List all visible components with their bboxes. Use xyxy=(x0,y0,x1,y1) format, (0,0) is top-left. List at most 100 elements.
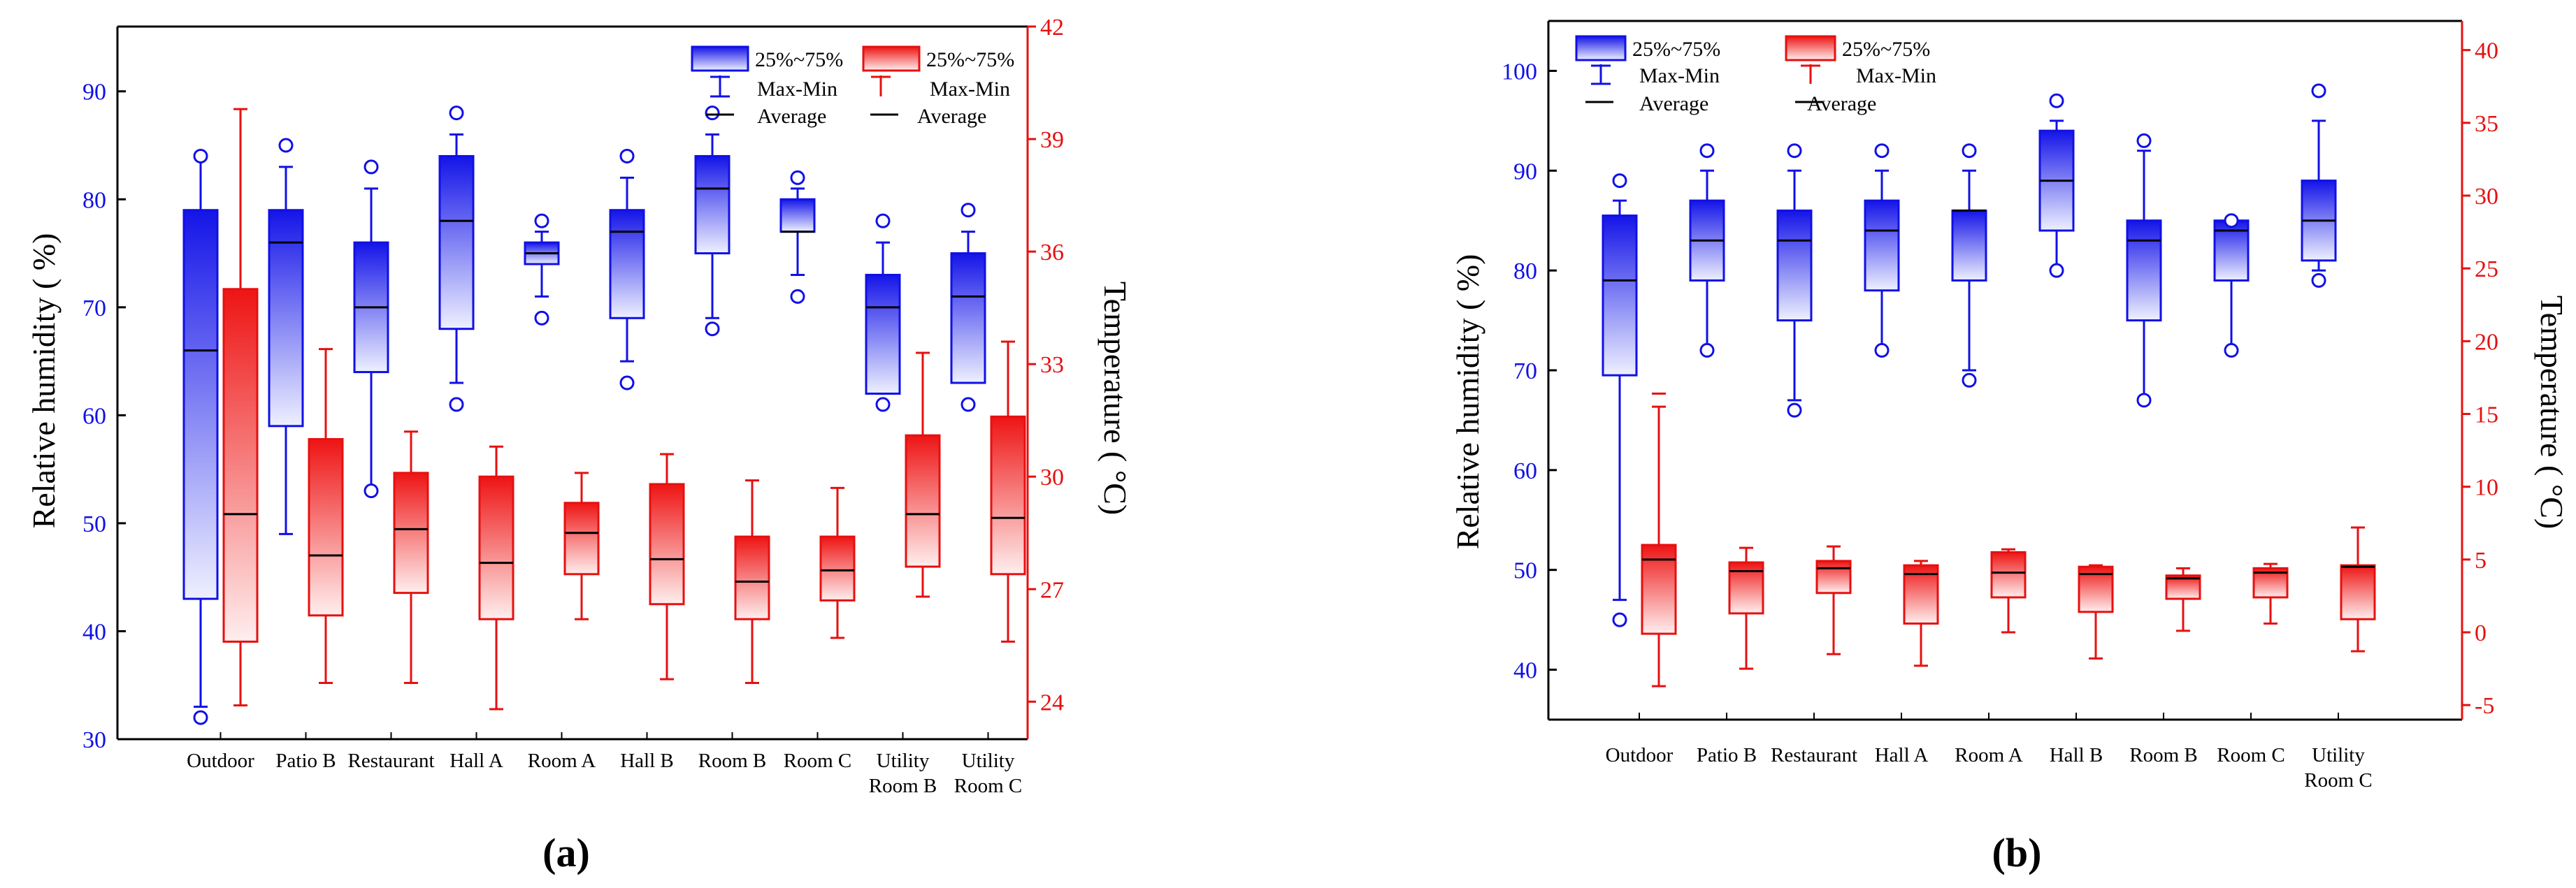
temperature-box xyxy=(1990,551,2027,599)
x-tick-label: Room B xyxy=(869,775,937,797)
humidity-box xyxy=(1951,209,1987,282)
humidity-outlier xyxy=(278,138,294,153)
humidity-outlier xyxy=(960,203,976,218)
x-tick-label: Utility xyxy=(962,750,1015,772)
legend-b-humidity-average-label: Average xyxy=(1639,92,1708,115)
humidity-outlier xyxy=(193,148,208,163)
y2-tick-label: 35 xyxy=(2475,111,2498,137)
x-tick-label: Outdoor xyxy=(1606,744,1674,766)
legend-b-humidity-whisker xyxy=(1591,64,1611,85)
legend-humidity-box-label: 25%~75% xyxy=(755,48,843,71)
humidity-outlier xyxy=(2136,133,2152,148)
legend-b-humidity-whisker-label: Max-Min xyxy=(1639,64,1720,87)
legend-b-humidity-box-label: 25%~75% xyxy=(1632,38,1720,61)
y2-tick-label: 33 xyxy=(1040,352,1064,378)
y2-tick-label: 0 xyxy=(2475,620,2487,646)
legend-humidity-whisker xyxy=(710,75,730,98)
temperature-box xyxy=(734,535,770,620)
panel-b: 40 50 60 70 80 90 100 -5 0 5 10 15 20 25 30 35 40 Outdoor… xyxy=(1450,20,2570,875)
temperature-box xyxy=(905,434,941,568)
legend-b-temperature-whisker-label: Max-Min xyxy=(1856,64,1936,87)
y2-tick-label: 30 xyxy=(1040,465,1064,490)
x-tick-label: Room C xyxy=(2304,769,2373,792)
y-tick-label: 90 xyxy=(82,80,106,105)
legend-humidity-whisker-label: Max-Min xyxy=(757,78,837,101)
x-tick-label: Room C xyxy=(784,750,852,772)
humidity-outlier xyxy=(1612,612,1627,627)
humidity-outlier xyxy=(875,397,891,412)
y-tick-label: 40 xyxy=(82,619,106,645)
temperature-box xyxy=(1815,560,1852,595)
x-tick-label: Room A xyxy=(1955,744,2023,766)
legend-temperature-box xyxy=(862,45,921,72)
x-tick-label: Patio B xyxy=(1697,744,1757,766)
humidity-outlier xyxy=(619,148,635,163)
humidity-box xyxy=(865,273,901,395)
y-tick-label: 100 xyxy=(1502,59,1537,85)
humidity-box xyxy=(1602,214,1638,377)
humidity-outlier xyxy=(1962,143,1977,159)
humidity-outlier xyxy=(2224,342,2239,358)
panel-b-y2label: Temperature ( °C) xyxy=(2534,296,2570,529)
y2-tick-label: -5 xyxy=(2475,693,2494,719)
panel-a-ylabel: Relative humidity ( %) xyxy=(26,233,62,529)
y2-tick-label: 40 xyxy=(2475,38,2498,64)
humidity-outlier xyxy=(2049,263,2064,278)
temperature-box xyxy=(1641,544,1677,635)
temperature-box xyxy=(819,535,856,602)
temperature-box xyxy=(478,475,515,620)
humidity-outlier xyxy=(2136,393,2152,408)
humidity-box xyxy=(438,154,475,330)
y2-tick-label: 15 xyxy=(2475,402,2498,428)
x-tick-label: Room B xyxy=(698,750,767,772)
panel-b-label: (b) xyxy=(1992,830,2042,875)
x-tick-label: Room B xyxy=(2129,744,2198,766)
legend-humidity-box xyxy=(691,45,749,72)
humidity-outlier xyxy=(619,375,635,391)
humidity-box xyxy=(1776,209,1813,322)
legend-temperature-whisker-label: Max-Min xyxy=(930,78,1010,101)
panel-a-plot: 30 40 50 60 70 80 90 24 27 30 33 36 39 42 Outdoor Patio… xyxy=(82,15,1064,797)
humidity-outlier xyxy=(1699,342,1715,358)
y2-tick-label: 39 xyxy=(1040,127,1064,153)
y-tick-label: 30 xyxy=(82,727,106,753)
humidity-box xyxy=(609,209,645,319)
y2-tick-label: 10 xyxy=(2475,475,2498,501)
x-tick-label: Hall A xyxy=(1875,744,1929,766)
humidity-outlier xyxy=(790,289,805,304)
panel-b-ylabel: Relative humidity ( %) xyxy=(1450,254,1485,550)
humidity-outlier xyxy=(1874,342,1890,358)
humidity-outlier xyxy=(705,321,720,337)
humidity-box xyxy=(1864,199,1900,292)
y2-tick-label: 42 xyxy=(1040,15,1064,41)
humidity-outlier xyxy=(1699,143,1715,159)
x-tick-label: Hall B xyxy=(620,750,674,772)
x-tick-label: Hall B xyxy=(2050,744,2103,766)
x-tick-label: Hall A xyxy=(449,750,503,772)
y-tick-label: 90 xyxy=(1513,159,1537,184)
temperature-box xyxy=(222,288,259,643)
y-tick-label: 70 xyxy=(82,296,106,321)
y-tick-label: 70 xyxy=(1513,358,1537,384)
x-tick-label: Utility xyxy=(2312,744,2365,766)
temperature-box xyxy=(2340,564,2376,620)
temperature-box xyxy=(393,472,429,595)
y-tick-label: 80 xyxy=(82,187,106,213)
x-tick-label: Room A xyxy=(528,750,596,772)
panel-b-legend: 25%~75% Max-Min Average 25%~75% Max-Min … xyxy=(1575,35,1936,115)
humidity-outlier xyxy=(364,159,379,175)
y2-tick-label: 36 xyxy=(1040,240,1064,265)
humidity-outlier xyxy=(2224,213,2239,228)
y-tick-label: 50 xyxy=(1513,558,1537,584)
x-tick-label: Utility xyxy=(877,750,930,772)
humidity-outlier xyxy=(2311,83,2326,99)
humidity-outlier xyxy=(1962,372,1977,388)
x-tick-label: Outdoor xyxy=(187,750,254,772)
legend-b-temperature-whisker xyxy=(1801,64,1820,84)
temperature-box xyxy=(563,502,600,576)
legend-b-temperature-average-label: Average xyxy=(1807,92,1876,115)
humidity-outlier xyxy=(960,397,976,412)
y2-tick-label: 27 xyxy=(1040,577,1064,603)
x-tick-label: Restaurant xyxy=(347,750,434,772)
